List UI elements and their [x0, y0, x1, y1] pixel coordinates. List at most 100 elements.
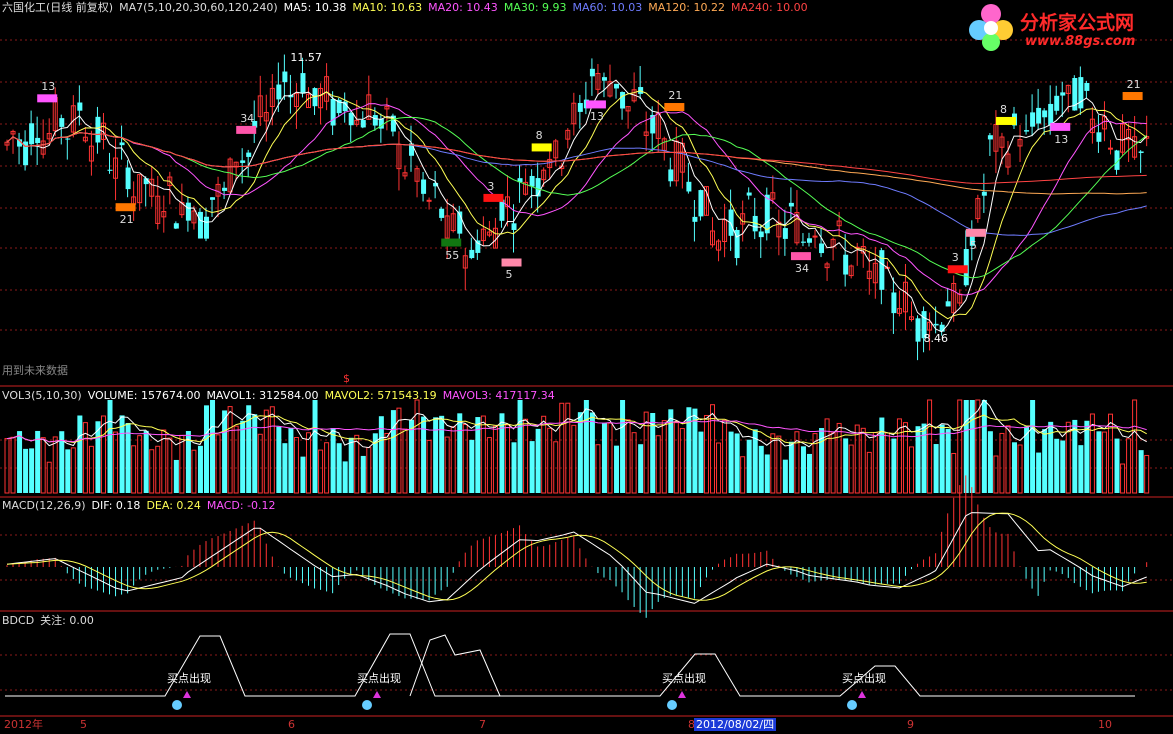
volume-bar	[1048, 421, 1054, 493]
volume-bar	[764, 454, 770, 493]
volume-bar	[82, 422, 88, 494]
candle-body	[348, 112, 354, 126]
volume-bar	[583, 400, 589, 493]
volume-bar	[686, 407, 692, 493]
candle-body	[486, 231, 492, 236]
buy-signal-arrow-icon	[183, 691, 191, 698]
volume-bar	[1005, 425, 1011, 494]
candle-body	[222, 187, 228, 191]
ma-line	[6, 79, 1148, 333]
volume-bar	[113, 431, 119, 494]
candle-body	[902, 281, 908, 313]
candle-body	[210, 197, 216, 200]
price-annotation: 11.57	[290, 50, 322, 64]
volume-bar	[927, 399, 933, 494]
candle-body	[945, 301, 951, 307]
volume-bar	[161, 429, 167, 494]
candle-body	[263, 112, 269, 122]
volume-bar	[119, 415, 125, 493]
candle-body	[29, 123, 35, 145]
volume-bar	[1101, 431, 1107, 494]
volume-bar	[776, 435, 782, 494]
candle-body	[553, 140, 559, 159]
volume-bar	[107, 400, 113, 493]
ma-line	[6, 132, 1147, 236]
volume-bar	[1065, 421, 1071, 494]
volume-bar	[884, 432, 890, 494]
candle-body	[185, 202, 191, 221]
volume-bar	[782, 459, 788, 493]
candle-body	[4, 141, 10, 146]
candle-body	[119, 142, 125, 146]
signal-marker	[531, 143, 552, 152]
candle-body	[1042, 110, 1048, 118]
candle-body	[402, 172, 408, 177]
buy-signal-label: 买点出现	[842, 672, 886, 685]
volume-bar	[29, 448, 35, 493]
stock-title: 六国化工(日线 前复权)	[2, 1, 114, 14]
volume-bar	[342, 461, 348, 493]
volume-bar	[282, 443, 288, 493]
volume-bar	[668, 409, 674, 493]
candle-body	[444, 215, 450, 239]
volume-bar	[728, 431, 734, 493]
candle-body	[1005, 153, 1011, 168]
volume-bar	[589, 412, 595, 493]
candle-body	[318, 87, 324, 109]
ma-value-6: MA240: 10.00	[730, 1, 808, 14]
candle-body	[421, 179, 427, 194]
volume-bar	[366, 447, 372, 494]
candle-body	[993, 124, 999, 152]
bdcd-header: BDCD 关注: 0.00	[2, 614, 100, 627]
signal-label: 21	[1126, 78, 1141, 92]
candle-body	[82, 136, 88, 142]
volume-bar	[703, 415, 709, 494]
volume-bar	[541, 415, 547, 494]
candle-body	[450, 213, 456, 232]
price-annotation: 8.46	[923, 332, 949, 346]
buy-signal-label: 买点出现	[662, 672, 706, 685]
volume-bar	[372, 433, 378, 493]
candle-body	[625, 106, 631, 112]
candle-body	[643, 131, 649, 136]
volume-bar	[643, 411, 649, 494]
candle-body	[607, 81, 613, 97]
volume-bar	[843, 438, 849, 493]
volume-bar	[921, 423, 927, 493]
candle-body	[843, 254, 849, 275]
buy-signal-arrow-icon	[678, 691, 686, 698]
selected-date[interactable]: 2012/08/02/四	[694, 718, 777, 731]
signal-marker	[115, 203, 136, 212]
candle-body	[137, 174, 143, 204]
volume-bar	[571, 424, 577, 494]
volume-bar	[450, 426, 456, 494]
volume-bar	[469, 439, 475, 493]
macd-value-1: DEA: 0.24	[146, 499, 201, 512]
candle-body	[921, 311, 927, 339]
volume-bar	[559, 402, 565, 494]
volume-bar	[499, 413, 505, 493]
axis-month-label: 8	[688, 718, 695, 731]
volume-bar	[1024, 426, 1030, 493]
candle-body	[1138, 151, 1144, 153]
vol-value-1: MAVOL1: 312584.00	[206, 389, 319, 402]
volume-bar	[1120, 463, 1126, 494]
bdcd-line	[5, 633, 1135, 697]
volume-ma-line	[6, 399, 1147, 449]
candle-body	[999, 136, 1005, 148]
volume-ma-line	[6, 419, 1147, 443]
candle-body	[848, 265, 854, 277]
volume-bar	[661, 420, 667, 494]
candle-body	[203, 216, 209, 239]
candle-body	[692, 216, 698, 222]
volume-bar	[88, 445, 94, 494]
candle-body	[915, 318, 921, 342]
candle-body	[511, 223, 517, 230]
candle-body	[88, 145, 94, 162]
bdcd-title: BDCD	[2, 614, 35, 627]
candle-body	[155, 195, 161, 224]
volume-bar	[716, 442, 722, 494]
candle-body	[577, 102, 583, 112]
candle-body	[414, 168, 420, 182]
candle-body	[125, 167, 131, 190]
